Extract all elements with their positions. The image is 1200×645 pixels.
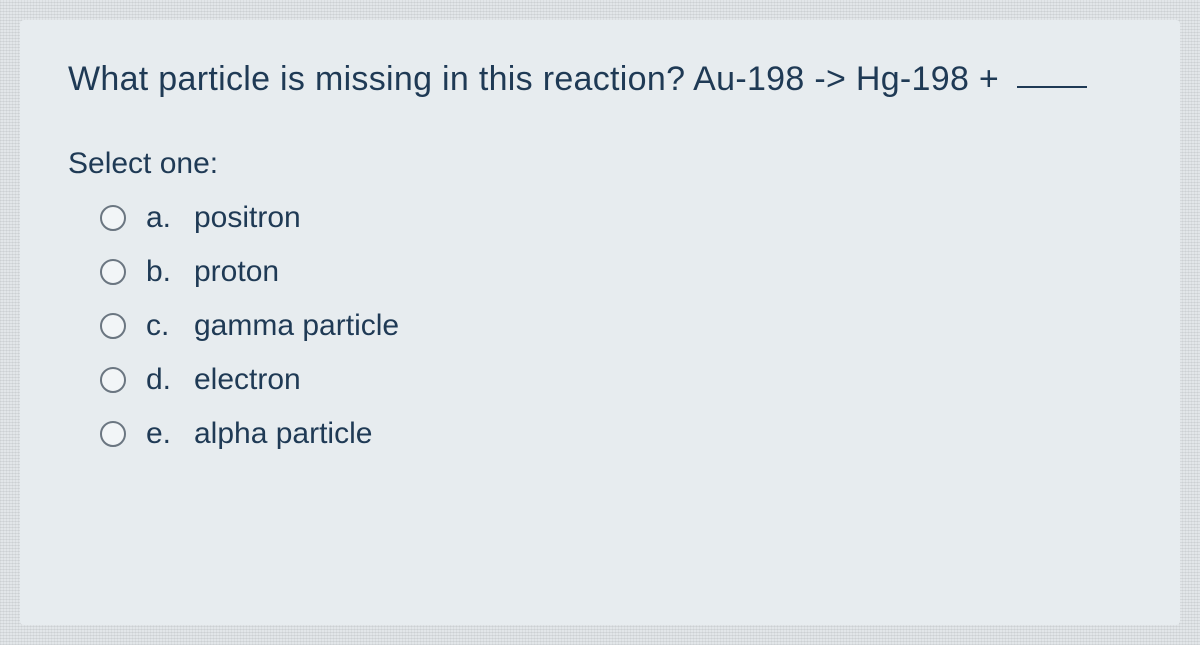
radio-icon[interactable] xyxy=(100,259,126,285)
option-label: alpha particle xyxy=(194,417,372,451)
option-label: proton xyxy=(194,255,279,289)
option-label: electron xyxy=(194,363,301,397)
option-letter: e. xyxy=(146,417,194,451)
option-a[interactable]: a. positron xyxy=(100,201,1132,235)
radio-icon[interactable] xyxy=(100,367,126,393)
option-letter: b. xyxy=(146,255,194,289)
question-panel: What particle is missing in this reactio… xyxy=(20,20,1180,625)
radio-icon[interactable] xyxy=(100,421,126,447)
option-letter: c. xyxy=(146,309,194,343)
radio-icon[interactable] xyxy=(100,205,126,231)
options-list: a. positron b. proton c. gamma particle … xyxy=(100,201,1132,451)
option-label: positron xyxy=(194,201,301,235)
question-text: What particle is missing in this reactio… xyxy=(68,60,1132,99)
option-b[interactable]: b. proton xyxy=(100,255,1132,289)
question-stem: What particle is missing in this reactio… xyxy=(68,60,999,98)
option-e[interactable]: e. alpha particle xyxy=(100,417,1132,451)
radio-icon[interactable] xyxy=(100,313,126,339)
option-letter: a. xyxy=(146,201,194,235)
select-one-prompt: Select one: xyxy=(68,147,1132,181)
option-d[interactable]: d. electron xyxy=(100,363,1132,397)
option-c[interactable]: c. gamma particle xyxy=(100,309,1132,343)
option-label: gamma particle xyxy=(194,309,399,343)
option-letter: d. xyxy=(146,363,194,397)
answer-blank xyxy=(1017,86,1087,88)
